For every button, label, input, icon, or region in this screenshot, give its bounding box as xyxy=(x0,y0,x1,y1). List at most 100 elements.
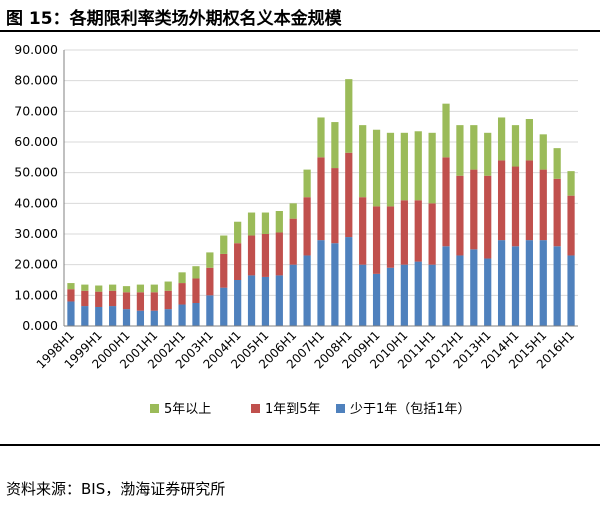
bar-segment xyxy=(525,160,533,241)
bar-segment xyxy=(261,234,270,277)
legend-label: 少于1年（包括1年） xyxy=(350,402,471,417)
bar-segment xyxy=(178,304,186,326)
bar-segment xyxy=(414,200,422,262)
bar-segment xyxy=(178,283,186,305)
bar-segment xyxy=(511,125,520,167)
stacked-bar-chart: 0.000 10.000 20.000 30.000 40.000 50.000 60.00… xyxy=(14,42,578,417)
bar-segment xyxy=(95,306,103,326)
bar-segment xyxy=(206,267,214,296)
bar-segment xyxy=(150,284,158,293)
bar-segment xyxy=(567,195,575,256)
bar-segment xyxy=(67,283,75,290)
bar-segment xyxy=(525,119,533,161)
y-tick-label: 40.000 xyxy=(14,195,58,210)
bar-segment xyxy=(261,276,270,326)
bar-segment xyxy=(386,206,395,268)
bar-segment xyxy=(275,211,283,233)
bar-segment xyxy=(442,103,450,158)
y-tick-label: 0.000 xyxy=(22,318,58,333)
bar-segment xyxy=(470,169,478,250)
y-axis: 0.000 10.000 20.000 30.000 40.000 50.000 60.00… xyxy=(14,42,65,333)
bar-segment xyxy=(317,240,325,326)
y-tick-label: 30.000 xyxy=(14,226,58,241)
bar-segment xyxy=(109,306,117,326)
bar-segment xyxy=(567,171,575,196)
bar-segment xyxy=(81,306,89,326)
bar-segment xyxy=(95,291,103,307)
bar-segment xyxy=(109,290,117,307)
y-tick-label: 10.000 xyxy=(14,287,58,302)
bar-segment xyxy=(164,290,172,310)
y-tick-label: 60.000 xyxy=(14,134,58,149)
bar-segment xyxy=(317,117,325,158)
bar-segment xyxy=(220,253,228,288)
bar-segment xyxy=(331,243,339,326)
bar-segment xyxy=(220,287,228,326)
bar-segment xyxy=(553,148,561,179)
bars xyxy=(67,79,575,326)
bar-segment xyxy=(192,303,200,326)
bar-segment xyxy=(539,240,547,326)
bar-segment xyxy=(275,232,283,276)
bar-segment xyxy=(206,295,214,326)
bar-segment xyxy=(289,218,297,265)
bar-segment xyxy=(359,197,367,265)
figure-title: 图 15：各期限利率类场外期权名义本金规模 xyxy=(6,9,342,29)
bar-segment xyxy=(484,132,492,176)
source-note: 资料来源：BIS，渤海证券研究所 xyxy=(6,480,226,498)
bar-segment xyxy=(414,261,422,326)
legend-label: 5年以上 xyxy=(164,402,211,417)
bar-segment xyxy=(345,152,353,238)
bar-segment xyxy=(192,266,200,279)
bar-segment xyxy=(234,221,242,244)
bar-segment xyxy=(553,246,561,326)
y-tick-label: 70.000 xyxy=(14,103,58,118)
bar-segment xyxy=(400,264,408,326)
bar-segment xyxy=(345,237,353,326)
bar-segment xyxy=(289,203,297,219)
bar-segment xyxy=(275,275,283,326)
bar-segment xyxy=(150,292,158,311)
bar-segment xyxy=(456,175,464,256)
bar-segment xyxy=(442,157,450,247)
y-tick-label: 80.000 xyxy=(14,73,58,88)
bar-segment xyxy=(192,278,200,303)
bar-segment xyxy=(164,281,172,291)
bar-segment xyxy=(359,264,367,326)
bar-segment xyxy=(289,264,297,326)
bar-segment xyxy=(553,178,561,247)
bar-segment xyxy=(136,310,145,326)
top-rule xyxy=(0,30,600,32)
bar-segment xyxy=(511,166,520,247)
bar-segment xyxy=(428,264,436,326)
bar-segment xyxy=(372,129,381,207)
bar-segment xyxy=(122,292,131,310)
bar-segment xyxy=(247,212,256,236)
bar-segment xyxy=(539,169,547,241)
bar-segment xyxy=(95,285,103,292)
bar-segment xyxy=(484,258,492,326)
bar-segment xyxy=(81,290,89,307)
bar-segment xyxy=(539,134,547,170)
bar-segment xyxy=(456,125,464,176)
y-tick-label: 20.000 xyxy=(14,257,58,272)
bar-segment xyxy=(122,309,131,326)
bar-segment xyxy=(67,289,75,302)
legend-label: 1年到5年 xyxy=(265,402,321,417)
bar-segment xyxy=(400,200,408,265)
x-axis: 1998H11999H12000H12001H12002H12003H12004… xyxy=(34,325,578,371)
bar-segment xyxy=(470,249,478,326)
bar-segment xyxy=(470,125,478,170)
bar-segment xyxy=(511,246,520,326)
bar-segment xyxy=(136,284,145,293)
bar-segment xyxy=(414,131,422,201)
bar-segment xyxy=(109,284,117,291)
bar-segment xyxy=(359,125,367,198)
legend: 5年以上 1年到5年 少于1年（包括1年） xyxy=(150,402,471,417)
bar-segment xyxy=(331,168,339,244)
bar-segment xyxy=(234,243,242,280)
bar-segment xyxy=(497,240,506,326)
bar-segment xyxy=(456,255,464,326)
bar-segment xyxy=(567,255,575,326)
bar-segment xyxy=(386,132,395,207)
